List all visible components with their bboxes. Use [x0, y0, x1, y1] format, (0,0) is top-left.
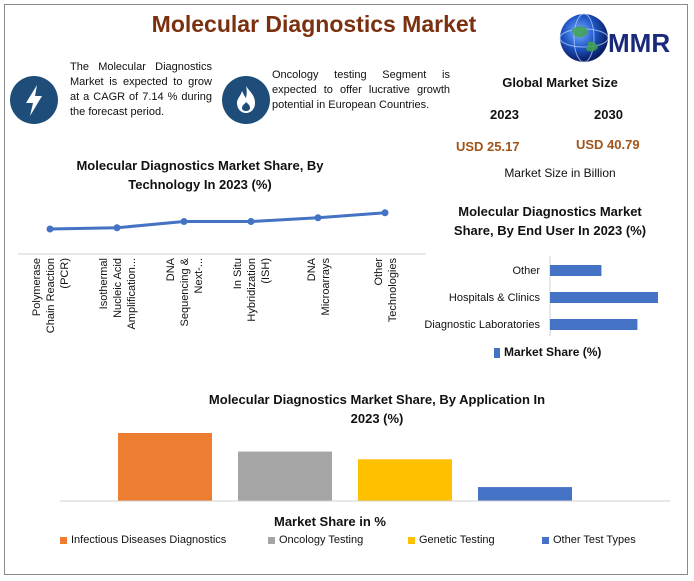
year-2030: 2030: [594, 107, 623, 122]
technology-chart-title: Molecular Diagnostics Market Share, By T…: [76, 158, 324, 192]
mmr-logo: MMR: [552, 12, 682, 64]
svg-text:In Situ: In Situ: [232, 258, 244, 289]
svg-text:Sequencing &: Sequencing &: [179, 257, 191, 326]
end-user-bar-1: [550, 292, 658, 303]
technology-point-2: [180, 218, 188, 225]
svg-text:DNA: DNA: [306, 257, 318, 281]
technology-tick-label-4: DNA Microarrays: [306, 257, 332, 315]
application-bar-2: [358, 459, 452, 501]
application-chart-title: Molecular Diagnostics Market Share, By A…: [208, 392, 546, 426]
market-size-unit: Market Size in Billion: [504, 166, 616, 180]
value-2023: USD 25.17: [456, 139, 520, 154]
technology-series-line: [49, 211, 386, 231]
svg-text:Amplification...: Amplification...: [126, 258, 138, 330]
technology-point-5: [381, 209, 389, 217]
end-user-category-label-0: Other: [512, 265, 540, 277]
legend-swatch-orange: [60, 536, 67, 544]
legend-swatch-gray: [268, 536, 275, 544]
end-user-category-label-2: Diagnostic Laboratories: [424, 319, 540, 331]
page-title: Molecular Diagnostics Market: [151, 11, 477, 37]
technology-tick-label-3: In Situ Hybridization (ISH): [232, 258, 272, 322]
legend-oncology: Oncology Testing: [268, 534, 363, 546]
svg-text:(ISH): (ISH): [260, 258, 272, 284]
application-bar-3: [478, 487, 572, 501]
info-icon-badge-1: [10, 76, 58, 124]
technology-line-chart: Polymerase Chain Reaction (PCR) Isothermal N…: [18, 209, 426, 333]
value-2030: USD 40.79: [576, 137, 640, 152]
info-icon-badge-2: [222, 76, 270, 124]
technology-tick-label-2: DNA Sequencing & Next-...: [165, 257, 205, 326]
technology-point-1: [113, 224, 121, 232]
end-user-bar-0: [550, 265, 602, 276]
svg-text:Hybridization: Hybridization: [246, 258, 258, 322]
legend-label-market-share: Market Share (%): [504, 345, 602, 359]
svg-text:Nucleic Acid: Nucleic Acid: [112, 258, 124, 318]
technology-point-3: [247, 218, 255, 225]
legend-label-genetic: Genetic Testing: [419, 534, 495, 546]
svg-text:Microarrays: Microarrays: [320, 258, 332, 316]
market-size-title: Global Market Size: [502, 75, 618, 90]
technology-point-4: [314, 214, 322, 222]
oncology-note: Oncology testing Segment is expected to …: [272, 69, 450, 111]
legend-swatch-market-share: [494, 347, 500, 358]
svg-text:Chain Reaction: Chain Reaction: [45, 258, 57, 333]
legend-genetic: Genetic Testing: [408, 534, 495, 546]
technology-tick-label-1: Isothermal Nucleic Acid Amplification...: [98, 258, 138, 330]
end-user-chart-title: Molecular Diagnostics Market Share, By E…: [453, 204, 647, 238]
globe-icon: MMR: [559, 13, 670, 63]
logo-text: MMR: [608, 28, 670, 58]
legend-other-types: Other Test Types: [542, 534, 636, 546]
legend-infectious: Infectious Diseases Diagnostics: [60, 534, 226, 546]
svg-text:DNA: DNA: [165, 257, 177, 281]
end-user-bar-2: [550, 319, 638, 330]
application-x-label: Market Share in %: [274, 514, 386, 529]
technology-tick-label-0: Polymerase Chain Reaction (PCR): [31, 258, 71, 333]
svg-text:Other: Other: [373, 258, 385, 286]
svg-text:Next-...: Next-...: [193, 258, 205, 293]
application-bar-1: [238, 451, 332, 501]
end-user-category-label-1: Hospitals & Clinics: [449, 292, 541, 304]
year-2023: 2023: [490, 107, 519, 122]
application-bar-chart: [60, 433, 670, 502]
end-user-bar-chart: Other Hospitals & Clinics Diagnostic Labor…: [424, 256, 658, 336]
svg-text:Polymerase: Polymerase: [31, 258, 43, 316]
legend-swatch-gold: [408, 536, 415, 544]
technology-point-0: [46, 225, 54, 233]
svg-text:(PCR): (PCR): [59, 258, 71, 289]
svg-text:Isothermal: Isothermal: [98, 258, 110, 309]
svg-text:Technologies: Technologies: [387, 258, 399, 323]
legend-label-other-types: Other Test Types: [553, 534, 636, 546]
legend-label-oncology: Oncology Testing: [279, 534, 364, 546]
technology-tick-label-5: Other Technologies: [373, 258, 399, 323]
end-user-legend: Market Share (%): [494, 345, 601, 359]
application-bar-0: [118, 433, 212, 501]
flame-icon: [237, 86, 255, 113]
legend-label-infectious: Infectious Diseases Diagnostics: [71, 534, 227, 546]
lightning-bolt-icon: [26, 85, 42, 116]
cagr-note: The Molecular Diagnostics Market is expe…: [70, 61, 212, 118]
legend-swatch-blue: [542, 536, 549, 544]
